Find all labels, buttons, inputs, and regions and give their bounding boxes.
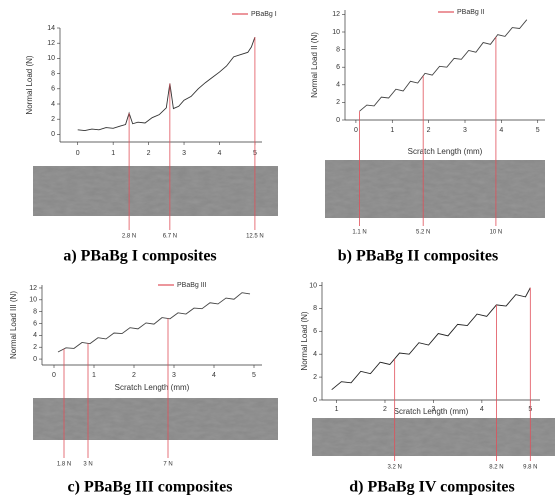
marker-label: 9.8 N	[523, 465, 537, 471]
y-tick-label: 12	[29, 285, 37, 292]
y-tick-label: 6	[33, 320, 37, 327]
marker-label: 1.8 N	[57, 462, 71, 468]
data-line	[77, 36, 256, 132]
x-tick-label: 1	[111, 150, 115, 157]
micrograph-texture	[33, 166, 278, 216]
y-tick-label: 2	[313, 374, 317, 381]
x-tick-label: 3	[431, 406, 435, 413]
y-tick-label: 10	[332, 29, 340, 36]
y-axis-label: Normal Load (N)	[300, 311, 309, 370]
caption: b) PBaBg II composites	[338, 248, 498, 265]
x-tick-label: 2	[383, 406, 387, 413]
y-tick-label: 8	[336, 46, 340, 53]
x-axis-label: Scratch Length (mm)	[394, 407, 469, 416]
y-axis-label: Normal Load (N)	[25, 55, 34, 114]
marker-label: 12.5 N	[246, 234, 264, 240]
y-axis-label: Normal Load III (N)	[9, 291, 18, 359]
micrograph-texture	[312, 418, 555, 456]
x-tick-label: 4	[212, 372, 216, 379]
y-tick-label: 8	[313, 305, 317, 312]
x-tick-label: 3	[463, 127, 467, 134]
legend-label: PBaBg III	[177, 282, 207, 289]
y-tick-label: 4	[51, 101, 55, 108]
data-line	[331, 287, 531, 391]
y-tick-label: 12	[332, 11, 340, 18]
y-tick-label: 4	[33, 332, 37, 339]
marker-label: 2.8 N	[122, 234, 136, 240]
x-tick-label: 1	[390, 127, 394, 134]
caption: a) PBaBg I composites	[63, 248, 216, 265]
y-tick-label: 6	[336, 64, 340, 71]
y-tick-label: 6	[51, 86, 55, 93]
data-line	[57, 292, 251, 353]
x-tick-label: 2	[147, 150, 151, 157]
y-tick-label: 2	[51, 116, 55, 123]
x-tick-label: 1	[335, 406, 339, 413]
y-tick-label: 0	[313, 397, 317, 404]
micrograph-texture	[325, 160, 545, 218]
legend-label: PBaBg II	[457, 9, 485, 16]
x-tick-label: 2	[427, 127, 431, 134]
y-tick-label: 0	[336, 117, 340, 124]
caption: d) PBaBg IV composites	[349, 479, 515, 496]
y-tick-label: 10	[29, 297, 37, 304]
x-tick-label: 2	[132, 372, 136, 379]
y-tick-label: 6	[313, 328, 317, 335]
x-tick-label: 1	[92, 372, 96, 379]
x-tick-label: 4	[480, 406, 484, 413]
y-tick-label: 0	[33, 356, 37, 363]
x-tick-label: 5	[536, 127, 540, 134]
x-tick-label: 0	[52, 372, 56, 379]
y-tick-label: 10	[47, 55, 55, 62]
y-tick-label: 8	[33, 309, 37, 316]
marker-label: 6.7 N	[163, 234, 177, 240]
y-axis-label: Normal Load II (N)	[310, 32, 319, 98]
x-tick-label: 3	[182, 150, 186, 157]
y-tick-label: 10	[309, 282, 317, 289]
x-tick-label: 0	[76, 150, 80, 157]
marker-label: 8.2 N	[489, 465, 503, 471]
y-tick-label: 2	[336, 99, 340, 106]
y-tick-label: 4	[313, 351, 317, 358]
y-tick-label: 2	[33, 344, 37, 351]
x-axis-label: Scratch Length (mm)	[408, 147, 483, 156]
micrograph-texture	[33, 398, 278, 440]
x-axis-label: Scratch Length (mm)	[115, 383, 190, 392]
x-tick-label: 4	[218, 150, 222, 157]
data-line	[359, 19, 528, 112]
y-tick-label: 14	[47, 25, 55, 32]
caption: c) PBaBg III composites	[68, 479, 233, 496]
y-tick-label: 4	[336, 82, 340, 89]
x-tick-label: 5	[252, 372, 256, 379]
y-tick-label: 8	[51, 70, 55, 77]
x-tick-label: 4	[499, 127, 503, 134]
x-tick-label: 0	[354, 127, 358, 134]
marker-label: 1.1 N	[352, 230, 366, 236]
marker-label: 3 N	[83, 462, 92, 468]
legend-label: PBaBg I	[251, 11, 277, 18]
x-tick-label: 3	[172, 372, 176, 379]
y-tick-label: 0	[51, 131, 55, 138]
marker-label: 3.2 N	[387, 465, 401, 471]
marker-label: 5.2 N	[416, 230, 430, 236]
marker-label: 10 N	[490, 230, 503, 236]
marker-label: 7 N	[163, 462, 172, 468]
y-tick-label: 12	[47, 40, 55, 47]
